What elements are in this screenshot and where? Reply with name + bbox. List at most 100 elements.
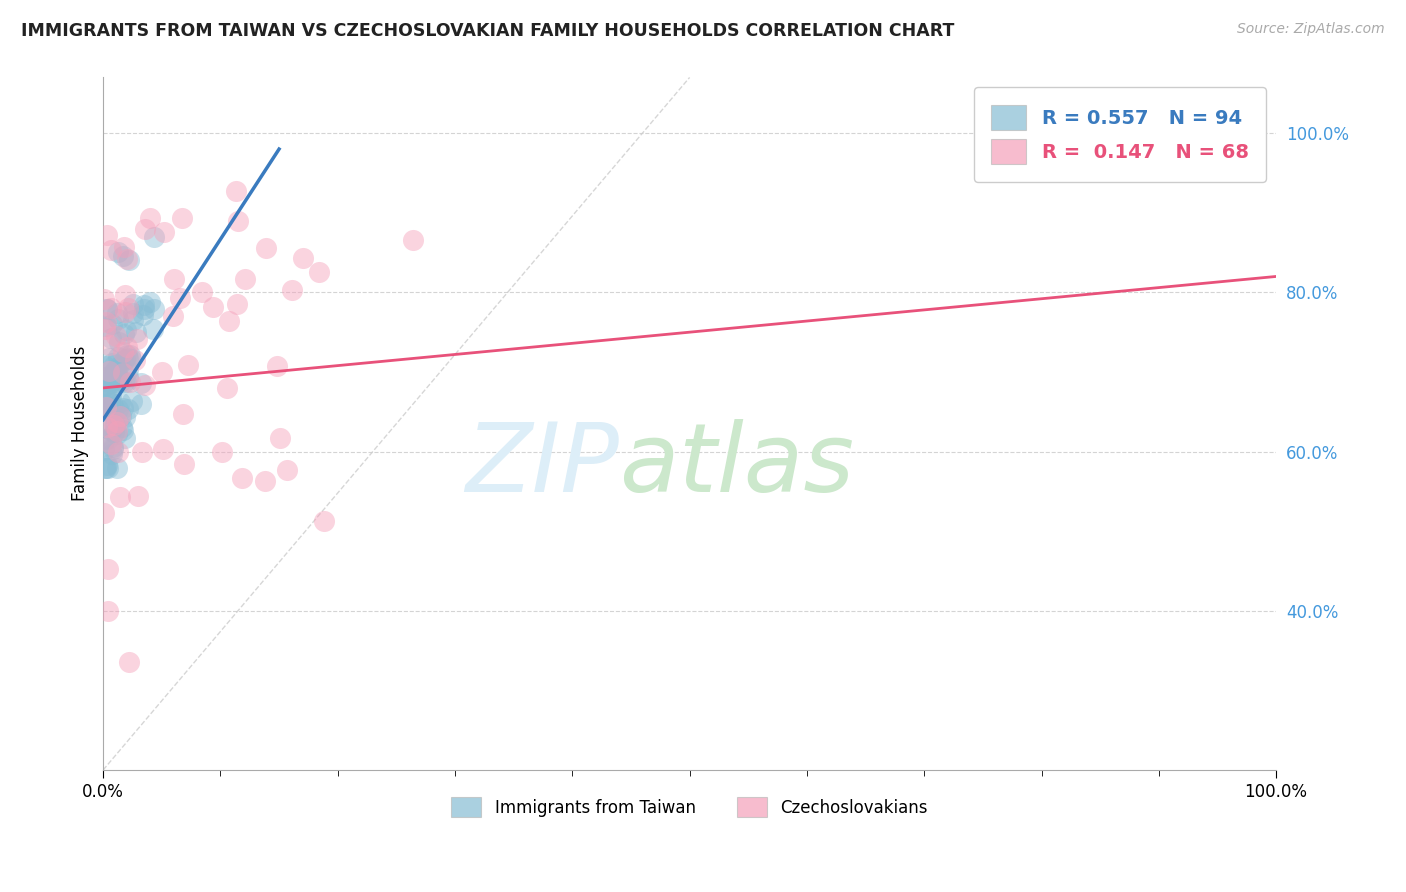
Point bbox=[121, 394, 143, 409]
Point bbox=[96, 377, 118, 392]
Point bbox=[122, 306, 145, 320]
Point bbox=[100, 301, 122, 315]
Point bbox=[269, 431, 291, 445]
Point bbox=[177, 358, 200, 372]
Point bbox=[105, 365, 128, 379]
Point bbox=[97, 460, 120, 475]
Text: ZIP: ZIP bbox=[465, 418, 619, 512]
Point bbox=[98, 338, 121, 352]
Point bbox=[96, 392, 118, 406]
Point bbox=[94, 460, 117, 475]
Point bbox=[101, 442, 124, 456]
Point bbox=[107, 360, 129, 375]
Point bbox=[108, 490, 131, 504]
Point bbox=[276, 463, 298, 477]
Point bbox=[101, 395, 124, 409]
Point bbox=[112, 375, 135, 389]
Point bbox=[94, 370, 117, 384]
Point bbox=[211, 444, 233, 458]
Point bbox=[108, 334, 131, 349]
Point bbox=[104, 363, 127, 377]
Point bbox=[97, 422, 120, 436]
Point bbox=[107, 350, 129, 364]
Point bbox=[110, 409, 132, 424]
Point bbox=[100, 356, 122, 370]
Point bbox=[94, 319, 117, 334]
Point bbox=[105, 329, 128, 343]
Point bbox=[107, 306, 129, 320]
Point bbox=[96, 227, 118, 242]
Point bbox=[110, 374, 132, 388]
Point bbox=[120, 375, 142, 389]
Point bbox=[100, 317, 122, 331]
Point bbox=[114, 431, 136, 445]
Point bbox=[114, 240, 136, 254]
Point bbox=[254, 474, 277, 488]
Point bbox=[162, 309, 184, 323]
Point bbox=[117, 363, 139, 377]
Point bbox=[153, 225, 176, 239]
Point bbox=[97, 433, 120, 447]
Point bbox=[96, 458, 118, 472]
Point bbox=[105, 363, 128, 377]
Point bbox=[114, 352, 136, 367]
Point bbox=[98, 368, 121, 382]
Y-axis label: Family Households: Family Households bbox=[72, 346, 89, 501]
Point bbox=[115, 323, 138, 337]
Point bbox=[104, 375, 127, 389]
Point bbox=[127, 489, 149, 503]
Point bbox=[107, 445, 129, 459]
Point bbox=[191, 285, 214, 299]
Point bbox=[152, 442, 174, 456]
Point bbox=[93, 359, 115, 373]
Point bbox=[292, 251, 315, 265]
Point bbox=[107, 245, 129, 260]
Point bbox=[103, 358, 125, 372]
Point bbox=[117, 351, 139, 365]
Point bbox=[105, 426, 128, 441]
Point bbox=[117, 252, 139, 267]
Point bbox=[118, 655, 141, 669]
Point bbox=[125, 332, 148, 346]
Point bbox=[117, 348, 139, 362]
Point bbox=[111, 354, 134, 368]
Point bbox=[110, 409, 132, 423]
Point bbox=[117, 301, 139, 315]
Point bbox=[172, 408, 194, 422]
Point bbox=[114, 288, 136, 302]
Point bbox=[97, 604, 120, 618]
Point bbox=[98, 405, 121, 419]
Point bbox=[94, 432, 117, 446]
Point bbox=[122, 297, 145, 311]
Point bbox=[96, 406, 118, 420]
Point bbox=[104, 375, 127, 389]
Point bbox=[233, 272, 256, 286]
Point bbox=[93, 397, 115, 411]
Point bbox=[112, 423, 135, 437]
Point bbox=[122, 313, 145, 327]
Point bbox=[114, 410, 136, 425]
Point bbox=[93, 443, 115, 458]
Point bbox=[134, 298, 156, 312]
Point bbox=[172, 211, 194, 225]
Point bbox=[117, 402, 139, 417]
Point bbox=[103, 401, 125, 415]
Point bbox=[97, 562, 120, 576]
Point bbox=[96, 392, 118, 406]
Point bbox=[129, 397, 152, 411]
Point bbox=[225, 184, 247, 198]
Point bbox=[112, 345, 135, 359]
Point bbox=[231, 471, 253, 485]
Point bbox=[100, 424, 122, 438]
Point bbox=[118, 253, 141, 268]
Point bbox=[281, 283, 304, 297]
Point bbox=[312, 514, 335, 528]
Point bbox=[150, 365, 173, 379]
Legend: Immigrants from Taiwan, Czechoslovakians: Immigrants from Taiwan, Czechoslovakians bbox=[444, 790, 935, 824]
Point bbox=[162, 271, 184, 285]
Point bbox=[124, 325, 146, 339]
Point bbox=[143, 230, 166, 244]
Point bbox=[114, 375, 136, 389]
Text: Source: ZipAtlas.com: Source: ZipAtlas.com bbox=[1237, 22, 1385, 37]
Point bbox=[201, 300, 224, 314]
